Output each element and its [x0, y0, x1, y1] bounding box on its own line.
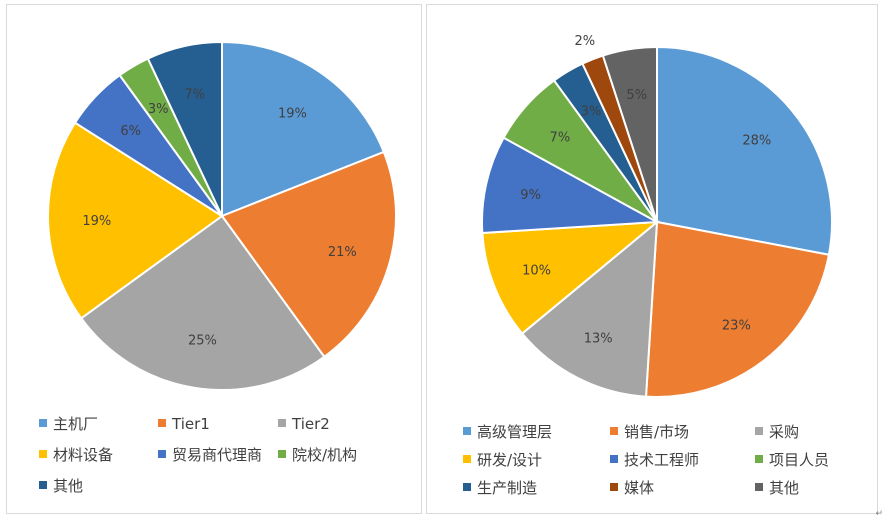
- legend-label: 销售/市场: [624, 423, 690, 441]
- legend-label: 媒体: [624, 479, 655, 497]
- legend-swatch: [39, 449, 47, 458]
- legend-label: Tier2: [292, 415, 330, 433]
- slice-data-label: 3%: [581, 105, 602, 120]
- legend-label: 其他: [53, 477, 84, 495]
- legend-swatch: [610, 482, 618, 491]
- legend-swatch: [610, 426, 618, 435]
- pie-slice: [146, 40, 223, 217]
- slice-data-label: 19%: [278, 106, 307, 121]
- slice-data-label: 7%: [550, 130, 571, 145]
- slice-data-label: 21%: [328, 245, 357, 260]
- paragraph-mark: ↵: [875, 509, 883, 519]
- legend-item: 贸易商代理商: [158, 446, 262, 464]
- legend-swatch: [463, 426, 471, 435]
- legend-item: 采购: [755, 423, 799, 441]
- legend-swatch: [278, 418, 286, 427]
- legend-item: 媒体: [610, 479, 654, 497]
- legend-item: 院校/机构: [278, 446, 357, 464]
- legend-item: 其他: [39, 477, 83, 495]
- legend-swatch: [610, 454, 618, 463]
- legend-label: 院校/机构: [292, 446, 358, 464]
- legend-label: 生产制造: [477, 479, 538, 497]
- legend-label: 项目人员: [769, 451, 830, 469]
- slice-data-label: 6%: [120, 124, 141, 139]
- pie-slice: [47, 121, 224, 320]
- legend-item: 研发/设计: [463, 451, 542, 469]
- legend-swatch: [39, 480, 47, 489]
- pie-slice: [644, 220, 831, 398]
- slice-data-label: 2%: [575, 34, 596, 49]
- legend-item: 其他: [755, 479, 799, 497]
- legend-swatch: [755, 426, 763, 435]
- legend-label: 技术工程师: [624, 451, 700, 469]
- pie-slice: [79, 214, 326, 391]
- left-pie-chart: 19% 21% 25% 19% 6% 3% 7%: [47, 40, 397, 391]
- legend-swatch: [755, 454, 763, 463]
- legend-item: 销售/市场: [610, 423, 689, 441]
- slice-data-label: 19%: [82, 214, 111, 229]
- legend-item: 高级管理层: [463, 423, 552, 441]
- legend-label: Tier1: [172, 415, 210, 433]
- legend-label: 高级管理层: [477, 423, 553, 441]
- legend-item: 生产制造: [463, 479, 537, 497]
- right-chart-panel: 28% 23% 13% 10% 9% 7% 3% 2% 5% 高级管理层 销售/市场 采购研发/设计…: [426, 4, 878, 514]
- legend-label: 主机厂: [53, 415, 99, 433]
- legend-label: 贸易商代理商: [172, 446, 263, 464]
- slice-data-label: 25%: [188, 334, 217, 349]
- pie-slice: [601, 45, 658, 223]
- slice-data-label: 13%: [584, 331, 613, 346]
- legend-swatch: [463, 454, 471, 463]
- legend-swatch: [278, 449, 286, 458]
- legend-item: Tier1: [158, 415, 210, 433]
- pie-slice: [520, 219, 659, 398]
- slice-data-label: 10%: [522, 264, 551, 279]
- pie-slice: [220, 150, 397, 359]
- left-chart-panel: 19% 21% 25% 19% 6% 3% 7% 主机厂 Tier1 Tier2 材料设备 贸易商代…: [6, 4, 422, 514]
- slice-data-label: 3%: [148, 102, 169, 117]
- legend-swatch: [158, 418, 166, 427]
- legend-item: 技术工程师: [610, 451, 699, 469]
- legend-swatch: [39, 418, 47, 427]
- legend-item: 材料设备: [39, 446, 113, 464]
- legend-label: 研发/设计: [477, 451, 543, 469]
- pie-slice: [656, 45, 833, 256]
- pie-slice: [481, 220, 661, 335]
- legend-item: 项目人员: [755, 451, 829, 469]
- slice-data-label: 7%: [184, 88, 205, 103]
- legend-item: Tier2: [278, 415, 330, 433]
- legend-item: 主机厂: [39, 415, 98, 433]
- legend-swatch: [158, 449, 166, 458]
- pie-slice: [481, 136, 661, 235]
- slice-data-label: 23%: [722, 318, 751, 333]
- legend-swatch: [755, 482, 763, 491]
- right-pie-chart: 28% 23% 13% 10% 9% 7% 3% 2% 5%: [481, 34, 833, 398]
- slice-data-label: 5%: [626, 88, 647, 103]
- slice-data-label: 28%: [742, 133, 771, 148]
- legend-swatch: [463, 482, 471, 491]
- legend-label: 材料设备: [53, 446, 114, 464]
- slice-data-label: 9%: [520, 188, 541, 203]
- pie-slice: [221, 40, 386, 218]
- legend-label: 采购: [769, 423, 800, 441]
- legend-label: 其他: [769, 479, 800, 497]
